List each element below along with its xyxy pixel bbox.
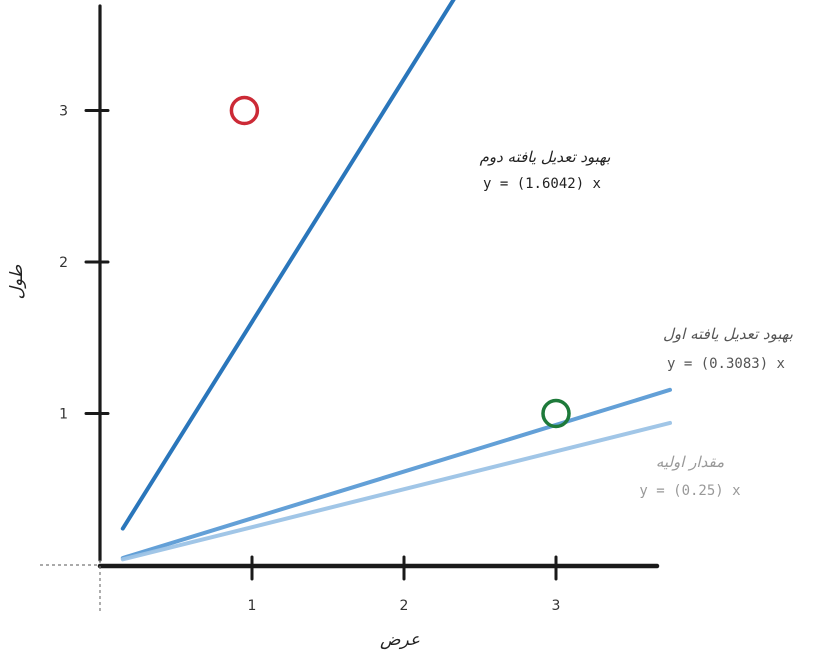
series-line-initial-value — [120, 420, 672, 562]
y-tick-label: 2 — [59, 255, 68, 271]
y-axis-title: طول — [7, 264, 27, 299]
series-line-first-improvement — [120, 387, 672, 560]
x-tick-label: 3 — [552, 598, 561, 614]
data-point-1 — [229, 95, 260, 126]
series-label-initial-value: مقدار اولیه — [656, 453, 724, 471]
x-tick-label: 1 — [248, 598, 257, 614]
series-equation-initial-value: y = (0.25) x — [639, 483, 740, 499]
series-label-first-improvement: بهبود تعدیل یافته اول — [663, 325, 793, 343]
series-equation-first-improvement: y = (0.3083) x — [667, 356, 785, 372]
x-axis-title: عرض — [380, 630, 420, 650]
series-equation-second-improvement: y = (1.6042) x — [483, 176, 601, 192]
x-tick-label: 2 — [400, 598, 409, 614]
series-line-second-improvement — [120, 0, 456, 531]
series-label-second-improvement: بهبود تعدیل یافته دوم — [480, 148, 611, 166]
y-tick-label: 1 — [59, 407, 68, 423]
y-tick-label: 3 — [59, 104, 68, 120]
data-point-2 — [541, 398, 571, 429]
